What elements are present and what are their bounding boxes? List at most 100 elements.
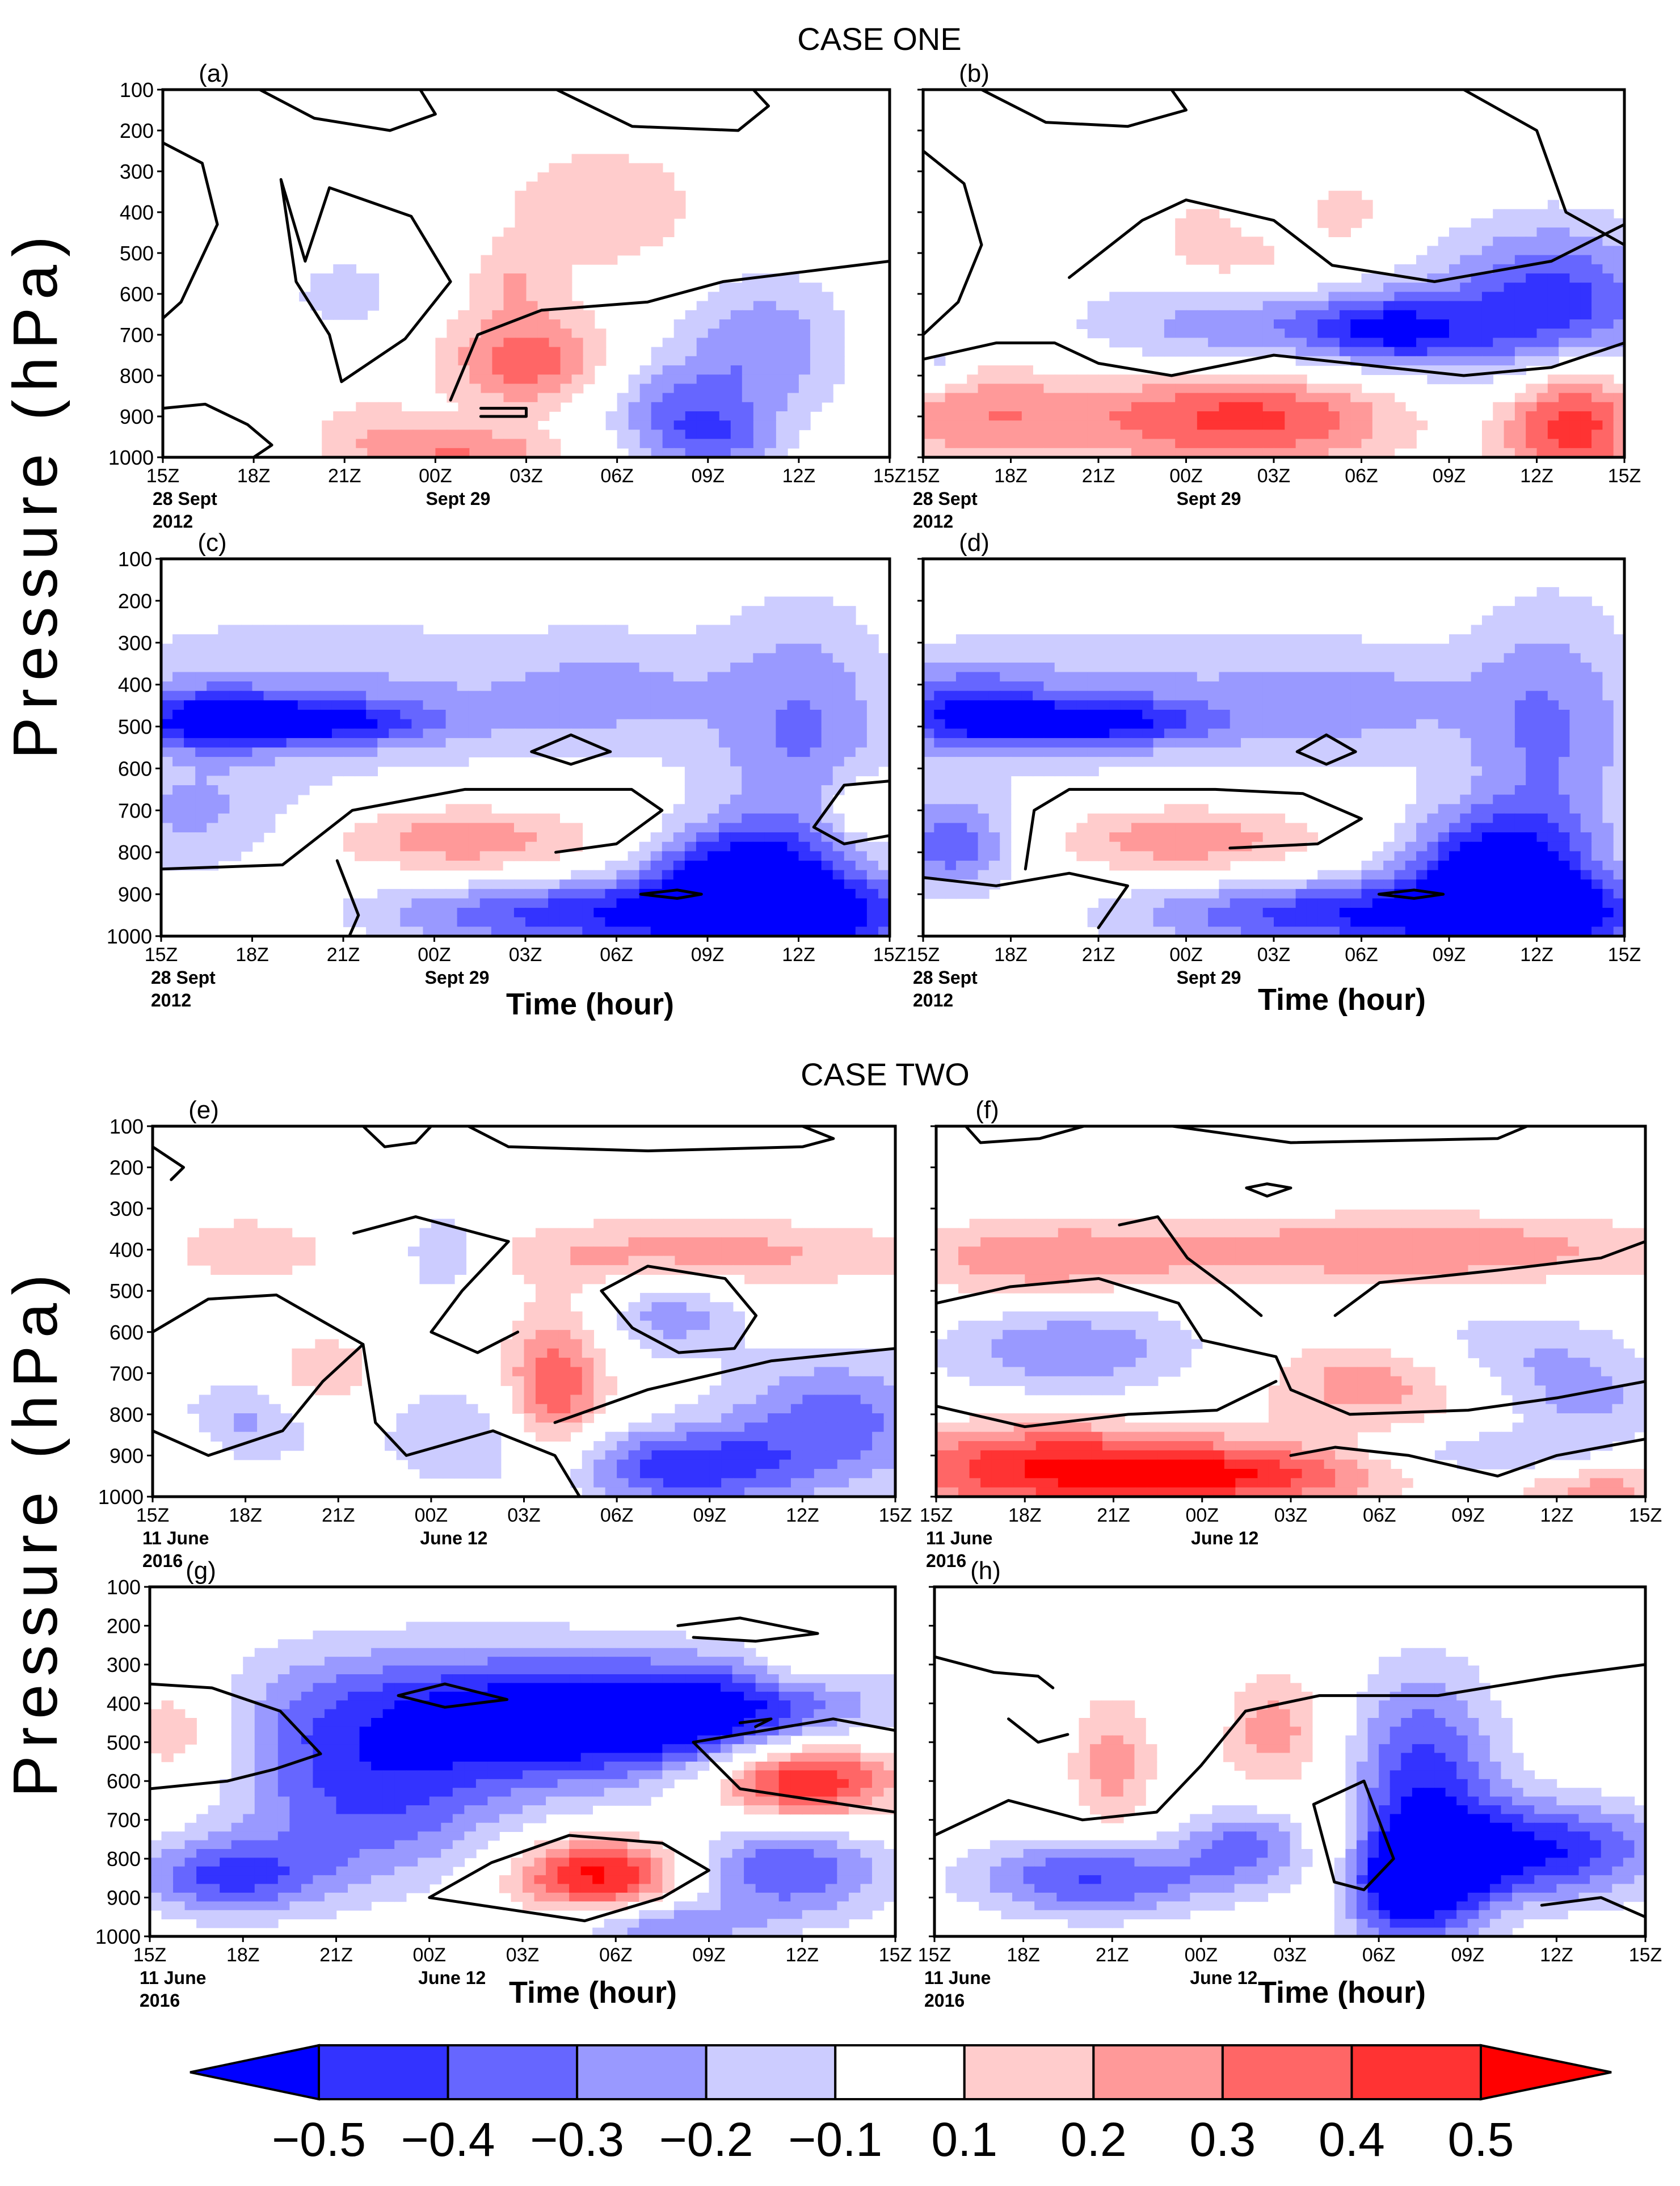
field-cell [1208,653,1220,663]
field-cell [549,172,561,182]
field-cell [457,672,469,682]
field-cell [593,653,606,663]
field-cell [1087,420,1099,431]
field-cell [787,625,799,635]
field-cell [515,356,527,366]
field-cell [684,747,697,757]
field-cell [229,776,242,786]
field-cell [719,908,731,918]
field-cell [1460,813,1472,824]
field-cell [502,690,515,701]
field-cell [1383,719,1395,730]
field-cell [753,384,765,394]
field-cell [537,273,550,283]
field-cell [708,420,720,431]
field-cell [1493,246,1505,256]
field-cell [639,719,651,730]
field-cell [1405,681,1417,692]
field-cell [651,191,663,201]
field-cell [491,926,503,936]
field-cell [1339,710,1351,720]
field-cell [798,374,811,385]
field-cell [1295,310,1307,320]
field-cell [1427,738,1439,748]
field-cell [411,643,424,654]
field-cell [1021,681,1033,692]
field-cell [537,888,549,899]
field-cell [955,823,968,833]
field-cell [1569,823,1581,833]
field-cell [434,888,447,899]
field-cell [491,832,503,843]
field-cell [492,420,504,431]
field-cell [400,757,412,767]
field-cell [1416,292,1428,302]
field-cell [1295,719,1307,730]
field-cell [1295,681,1307,692]
field-cell [1559,292,1570,302]
field-cell [411,823,424,833]
field-cell [821,917,833,928]
field-cell [218,643,230,654]
field-cell [1449,643,1461,654]
field-cell [1131,672,1143,682]
field-cell [673,898,685,908]
field-cell [696,662,708,673]
field-cell [742,813,754,824]
field-cell [218,851,230,861]
field-cell [1394,402,1406,412]
field-cell [719,785,731,795]
panel-c-ytick-label: 700 [118,799,152,822]
field-cell [1339,209,1351,219]
field-cell [515,439,527,449]
panel-a-year: 2012 [153,511,193,532]
field-cell [628,634,640,645]
field-cell [1197,292,1209,302]
field-cell [1295,429,1307,440]
field-cell [1559,420,1570,431]
field-cell [560,172,572,182]
field-cell [1504,785,1515,795]
field-cell [1481,292,1494,302]
field-cell [1328,328,1340,339]
field-cell [1230,319,1241,329]
field-cell [344,273,357,283]
field-cell [1098,634,1110,645]
field-cell [525,643,537,654]
field-cell [639,209,652,219]
field-cell [742,328,754,339]
field-cell [696,643,708,654]
field-cell [322,273,334,283]
field-cell [400,908,412,918]
field-cell [1317,200,1329,210]
field-cell [934,776,946,786]
field-cell [1109,429,1121,440]
field-cell [1186,643,1198,654]
field-cell [605,653,617,663]
field-cell [1021,672,1033,682]
field-cell [331,690,344,701]
field-cell [1142,643,1154,654]
field-cell [218,738,230,748]
field-cell [356,429,368,440]
field-cell [719,926,731,936]
field-cell [866,643,879,654]
field-cell [263,672,276,682]
field-cell [616,898,629,908]
field-cell [832,757,845,767]
field-cell [469,384,482,394]
field-cell [1580,374,1592,385]
field-cell [526,328,538,339]
field-cell [662,209,675,219]
field-cell [685,429,697,440]
field-cell [616,643,629,654]
field-cell [1252,643,1264,654]
field-cell [1361,738,1373,748]
field-cell [1613,643,1624,654]
field-cell [207,728,219,739]
field-cell [945,429,957,440]
field-cell [730,653,742,663]
field-cell [844,615,856,626]
field-cell [764,347,777,357]
field-cell [1481,662,1494,673]
